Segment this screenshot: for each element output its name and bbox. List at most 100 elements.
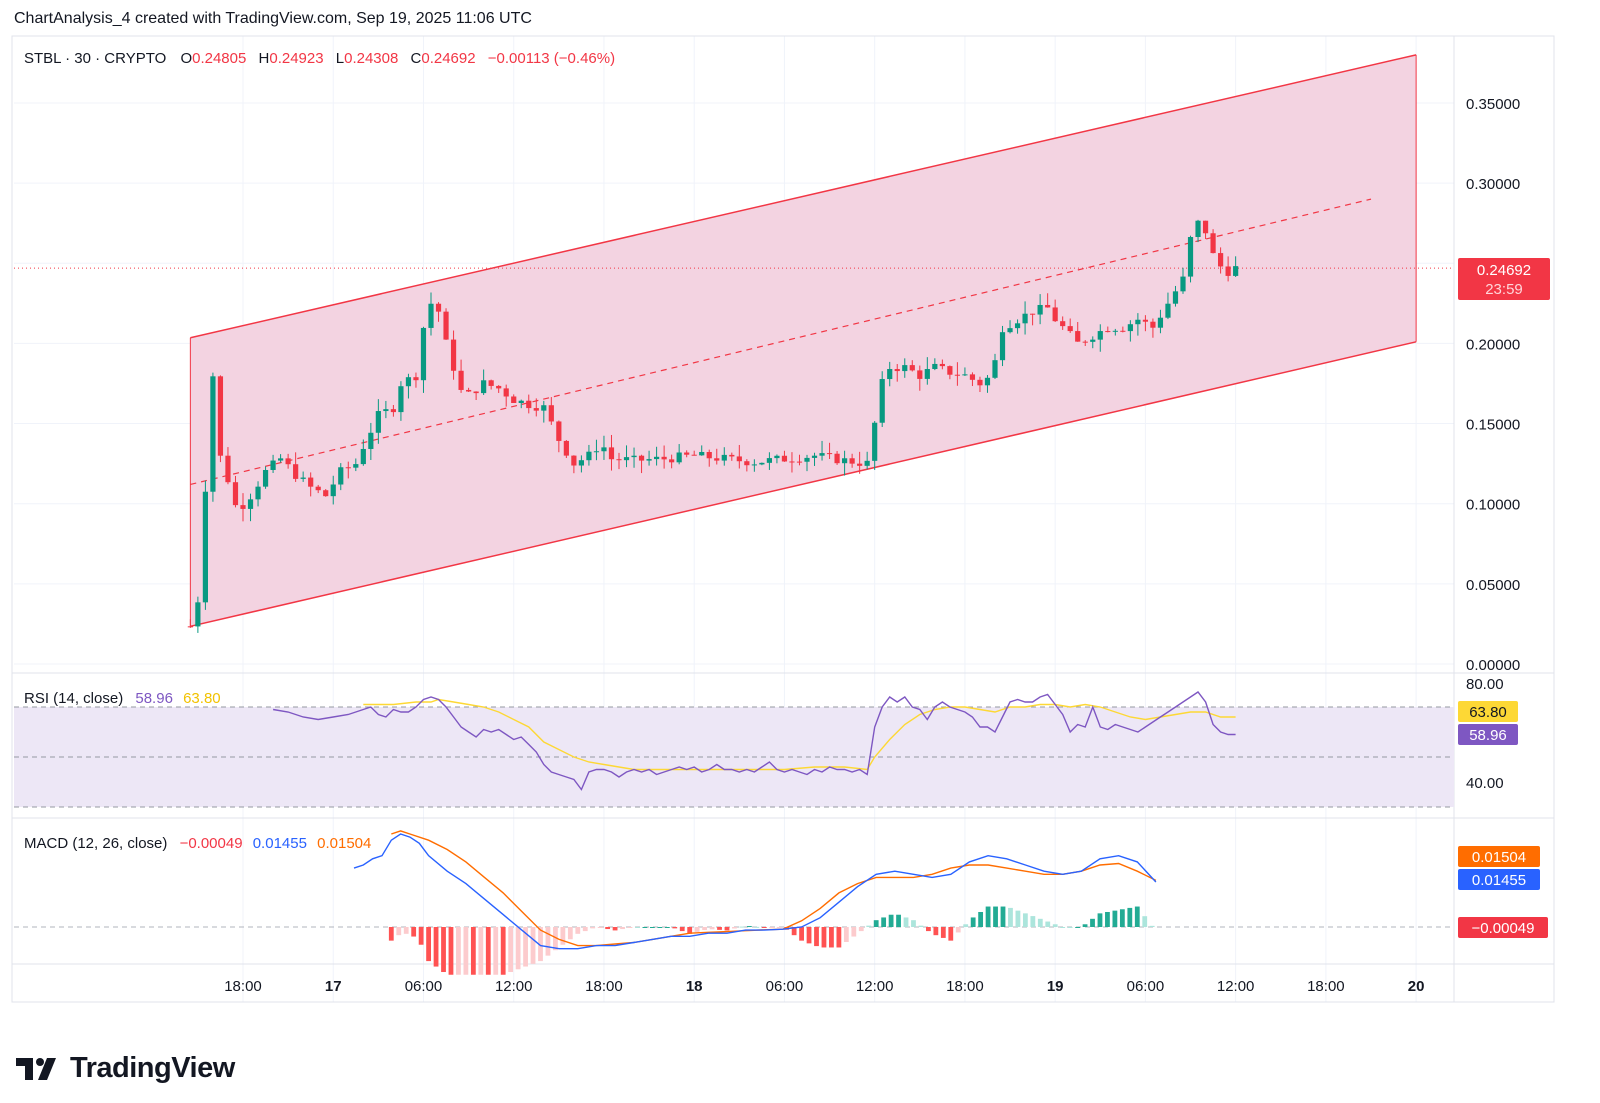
legend-row: STBL · 30 · CRYPTO O0.24805 H0.24923 L0.… bbox=[24, 50, 615, 67]
candle-body bbox=[879, 379, 885, 423]
macd-hist-bar bbox=[553, 927, 558, 951]
candle-body bbox=[864, 460, 870, 466]
candle-body bbox=[608, 447, 615, 460]
macd-hist-bar bbox=[635, 927, 640, 928]
candle-body bbox=[661, 456, 667, 460]
macd-hist-bar bbox=[1142, 916, 1148, 927]
macd-hist-bar bbox=[746, 926, 752, 928]
candle-body bbox=[894, 369, 900, 372]
candle-body bbox=[308, 477, 314, 487]
macd-hist-bar bbox=[799, 927, 804, 941]
candle-body bbox=[210, 376, 216, 492]
price-tick-label: 0.15000 bbox=[1466, 417, 1520, 434]
macd-hist-bar bbox=[590, 927, 596, 929]
candle-body bbox=[849, 458, 855, 464]
macd-hist-bar bbox=[694, 927, 700, 932]
candle-body bbox=[1090, 339, 1096, 342]
candle-body bbox=[450, 339, 457, 371]
candle-body bbox=[255, 486, 261, 500]
macd-pane bbox=[14, 830, 1454, 975]
macd-hist-bar bbox=[918, 925, 924, 927]
candle-body bbox=[420, 327, 427, 381]
macd-signal-line bbox=[391, 830, 1157, 947]
candle-body bbox=[1150, 321, 1156, 328]
candle-body bbox=[398, 386, 404, 413]
candle-body bbox=[999, 332, 1006, 361]
candle-body bbox=[736, 456, 742, 462]
tradingview-brand[interactable]: TradingView bbox=[16, 1052, 235, 1085]
candle-body bbox=[413, 377, 419, 381]
price-tick-label: 0.00000 bbox=[1466, 657, 1520, 674]
macd-hist-bar bbox=[687, 927, 693, 934]
candle-body bbox=[593, 451, 600, 453]
macd-hist-bar bbox=[1149, 925, 1155, 927]
candle-body bbox=[887, 369, 893, 380]
macd-hist-bar bbox=[388, 927, 394, 941]
macd-hist-bar bbox=[806, 927, 812, 944]
candle-body bbox=[1202, 220, 1209, 234]
macd-line-badge: 0.01455 bbox=[1458, 869, 1540, 890]
macd-hist-bar bbox=[888, 914, 894, 927]
macd-legend-signal: 0.01504 bbox=[317, 835, 371, 852]
candle-body bbox=[548, 405, 554, 422]
macd-hist-bar bbox=[620, 927, 625, 930]
macd-hist-bar bbox=[926, 927, 931, 932]
time-tick-label: 06:00 bbox=[766, 978, 804, 995]
candle-body bbox=[390, 409, 396, 413]
candle-body bbox=[225, 455, 231, 483]
legend-high: 0.24923 bbox=[269, 50, 323, 67]
macd-hist-bar bbox=[627, 927, 633, 928]
time-tick-label: 19 bbox=[1047, 978, 1064, 995]
candle-body bbox=[360, 448, 366, 465]
rsi-legend-ma: 63.80 bbox=[183, 690, 221, 707]
macd-hist-bar bbox=[567, 927, 573, 940]
candle-body bbox=[826, 453, 833, 455]
time-tick-label: 12:00 bbox=[495, 978, 533, 995]
candle-body bbox=[353, 464, 359, 468]
candle-body bbox=[586, 451, 592, 461]
candle-body bbox=[428, 303, 434, 328]
candle-body bbox=[691, 454, 697, 456]
candle-body bbox=[947, 366, 953, 375]
macd-line bbox=[353, 833, 1157, 950]
time-tick-label: 18:00 bbox=[946, 978, 984, 995]
macd-hist-bar bbox=[1082, 924, 1088, 927]
candle-body bbox=[962, 374, 968, 376]
candle-body bbox=[262, 469, 269, 487]
time-tick-label: 12:00 bbox=[856, 978, 894, 995]
candle-body bbox=[781, 455, 788, 462]
macd-hist-bar bbox=[493, 927, 499, 975]
legend-close: 0.24692 bbox=[421, 50, 475, 67]
chart-canvas[interactable]: 0.35000 0.30000 0.20000 0.15000 0.10000 0.050… bbox=[0, 0, 1600, 1040]
macd-hist-bar bbox=[575, 927, 581, 934]
candle-body bbox=[1067, 326, 1073, 332]
time-tick-label: 18 bbox=[686, 978, 703, 995]
macd-hist-bar bbox=[717, 927, 722, 930]
macd-hist-bar bbox=[664, 927, 670, 928]
candle-body bbox=[1082, 341, 1088, 343]
candle-body bbox=[917, 370, 923, 379]
candle-body bbox=[232, 482, 239, 506]
candle-body bbox=[338, 467, 344, 485]
legend-change: −0.00113 (−0.46%) bbox=[488, 50, 615, 67]
candle-body bbox=[684, 452, 690, 455]
candle-body bbox=[270, 460, 276, 470]
candle-body bbox=[984, 377, 991, 386]
macd-hist-bar bbox=[702, 927, 708, 931]
time-tick-label: 06:00 bbox=[1127, 978, 1165, 995]
macd-hist-bar bbox=[1015, 910, 1021, 927]
candle-body bbox=[872, 422, 878, 461]
macd-hist-bar bbox=[441, 927, 446, 973]
candle-body bbox=[435, 303, 442, 312]
candle-body bbox=[1187, 237, 1194, 277]
macd-hist-bar bbox=[508, 927, 514, 973]
rsi-ma-badge: 63.80 bbox=[1458, 701, 1518, 722]
price-tick-label: 0.35000 bbox=[1466, 96, 1520, 113]
chart-frame bbox=[11, 35, 1555, 1003]
macd-hist-bar bbox=[948, 927, 954, 941]
candle-body bbox=[533, 408, 539, 411]
candle-body bbox=[1112, 330, 1118, 332]
legend-symbol: STBL · 30 · CRYPTO bbox=[24, 50, 166, 67]
candle-body bbox=[293, 464, 299, 479]
macd-hist-bar bbox=[993, 906, 998, 927]
